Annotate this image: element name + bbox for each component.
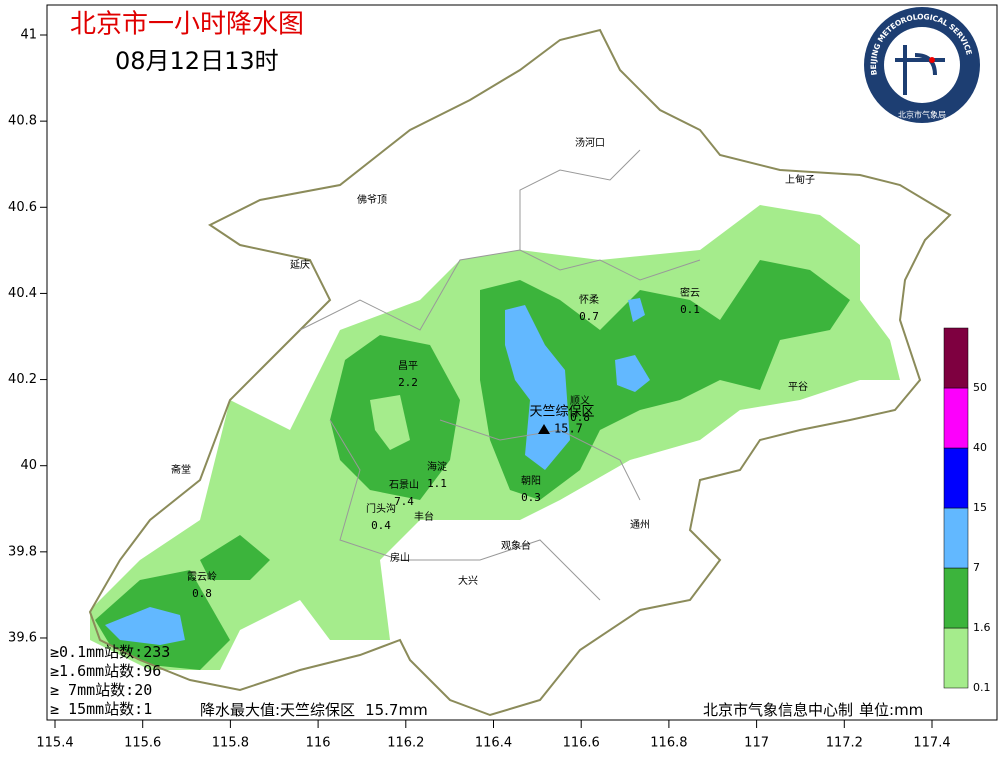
station-number: 1 — [143, 700, 152, 718]
lon-label: 117.2 — [826, 736, 863, 751]
lon-label: 115.8 — [212, 736, 249, 751]
lon-label: 116 — [306, 736, 331, 751]
max-text: 降水最大值:天竺综保区 — [200, 701, 355, 719]
place-value: 2.2 — [398, 376, 418, 389]
place-name: 昌平 — [398, 360, 418, 372]
place-name: 房山 — [390, 551, 410, 564]
place-name: 丰台 — [414, 510, 434, 523]
rain-heavy — [615, 355, 650, 392]
station-number: 96 — [143, 662, 161, 680]
logo-name: 北京市气象局 — [898, 110, 946, 120]
lon-label: 116.2 — [387, 736, 424, 751]
lon-label: 116.4 — [475, 736, 512, 751]
lon-label: 117 — [744, 736, 769, 751]
place-name: 佛爷顶 — [357, 193, 387, 206]
legend-swatch — [943, 327, 969, 389]
place-name: 顺义 — [570, 395, 590, 407]
station-label: ≥ 15mm站数: — [50, 700, 143, 718]
rain-light — [370, 395, 410, 450]
legend-label: 7 — [973, 561, 980, 574]
rain-heavy — [105, 607, 185, 645]
footer: 北京市气象信息中心制 单位:mm — [703, 701, 923, 719]
place-name: 密云 — [680, 286, 700, 299]
legend-label: 1.6 — [973, 621, 991, 634]
district-boundary — [299, 149, 701, 601]
place-value: 15.7 — [554, 422, 583, 436]
map-title: 北京市一小时降水图 — [70, 10, 304, 40]
place-name: 通州 — [630, 519, 650, 531]
station-count: ≥ 7mm站数:20 — [50, 681, 152, 699]
lat-label: 40.4 — [8, 286, 37, 301]
lon-label: 115.6 — [124, 736, 161, 751]
station-count: ≥1.6mm站数:96 — [50, 662, 161, 680]
lon-label: 116.8 — [650, 736, 687, 751]
rain-moderate — [200, 535, 270, 580]
legend-swatch — [943, 567, 969, 629]
station-label: ≥ 7mm站数: — [50, 681, 134, 699]
place-name: 大兴 — [458, 574, 478, 587]
station-label: ≥1.6mm站数: — [50, 662, 143, 680]
station-number: 20 — [134, 681, 152, 699]
place-value: 1.1 — [427, 477, 447, 490]
legend-label: 50 — [973, 381, 987, 394]
logo-center — [884, 27, 960, 103]
lat-label: 41 — [20, 28, 37, 43]
lon-label: 116.6 — [563, 736, 600, 751]
place-value: 0.3 — [521, 491, 541, 504]
map-time: 08月12日13时 — [115, 47, 279, 75]
lon-label: 115.4 — [36, 736, 73, 751]
place-name: 朝阳 — [521, 475, 541, 487]
rain-heavy — [628, 298, 645, 322]
place-value: 0.7 — [579, 310, 599, 323]
place-name: 门头沟 — [366, 502, 396, 515]
place-name: 怀柔 — [579, 294, 599, 306]
place-name: 霞云岭 — [187, 570, 217, 583]
place-value: 0.8 — [192, 587, 212, 600]
legend-swatch — [943, 387, 969, 449]
place-value: 0.1 — [680, 303, 700, 316]
lon-label: 117.4 — [913, 736, 950, 751]
place-value: 7.4 — [394, 495, 414, 508]
place-name: 汤河口 — [575, 136, 605, 149]
max-marker — [538, 424, 550, 434]
lat-label: 40 — [20, 458, 37, 473]
logo: BEIJING METEOROLOGICAL SERVICE 北京市气象局 — [864, 7, 980, 123]
place-name: 天竺综保区 — [529, 405, 594, 420]
legend-swatch — [943, 447, 969, 509]
footer-credit: 北京市气象信息中心制 — [703, 701, 853, 719]
frame — [46, 4, 998, 721]
station-number: 233 — [143, 643, 170, 661]
city-boundary — [88, 28, 952, 717]
place-value: 0.8 — [570, 411, 590, 424]
place-name: 上甸子 — [785, 173, 815, 186]
rain-heavy — [505, 305, 570, 470]
logo-dot — [929, 57, 935, 63]
legend-label: 0.1 — [973, 681, 991, 694]
lat-label: 40.2 — [8, 372, 37, 387]
max-value: 15.7mm — [365, 701, 428, 719]
place-name: 平谷 — [788, 381, 808, 393]
place-name: 海淀 — [427, 460, 447, 473]
place-name: 延庆 — [290, 258, 310, 271]
lat-label: 40.6 — [8, 200, 37, 215]
station-label: ≥0.1mm站数: — [50, 643, 143, 661]
place-name: 石景山 — [389, 479, 419, 491]
place-name: 斋堂 — [171, 463, 191, 476]
legend-label: 15 — [973, 501, 987, 514]
station-count: ≥ 15mm站数:1 — [50, 700, 152, 718]
place-value: 0.4 — [371, 519, 391, 532]
station-count: ≥0.1mm站数:233 — [50, 643, 170, 661]
footer-unit: 单位:mm — [859, 701, 923, 719]
max-label: 降水最大值:天竺综保区 15.7mm — [200, 701, 428, 719]
legend-swatch — [943, 507, 969, 569]
rain-moderate — [480, 260, 850, 500]
lat-label: 40.8 — [8, 114, 37, 129]
lat-label: 39.6 — [8, 630, 37, 645]
lat-label: 39.8 — [8, 544, 37, 559]
legend-swatch — [943, 627, 969, 689]
legend-label: 40 — [973, 441, 987, 454]
place-name: 观象台 — [501, 539, 531, 552]
